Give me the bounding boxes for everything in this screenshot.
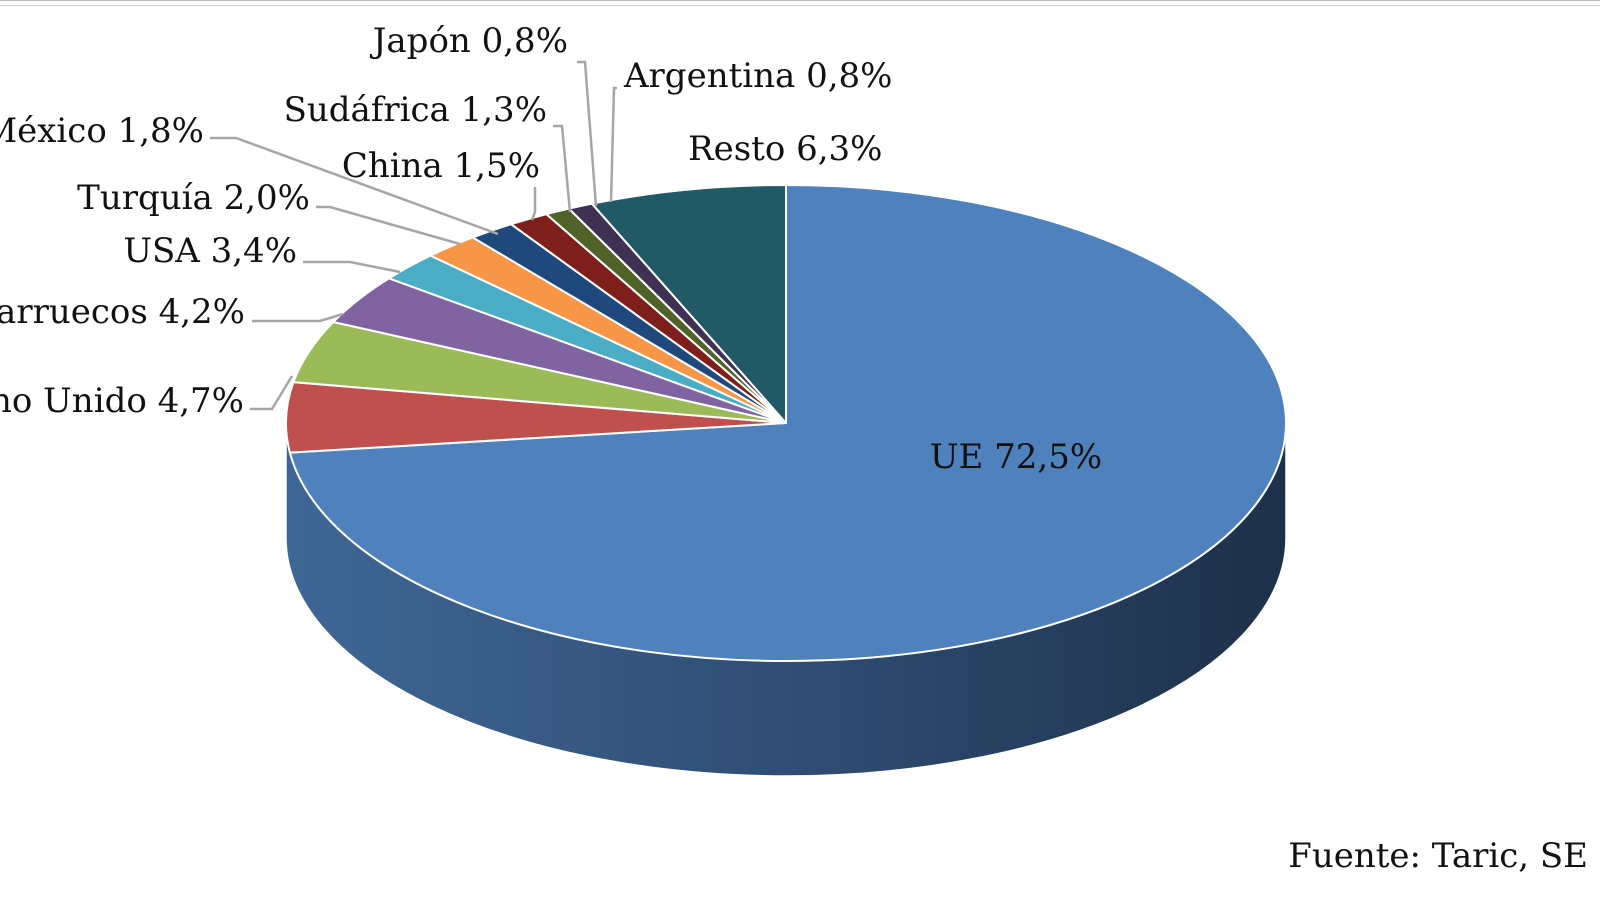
leader-line-argentina [609, 86, 617, 203]
leader-line-mexico [210, 136, 499, 236]
data-label-reino-unido: no Unido 4,7% [0, 381, 244, 421]
leader-line-japon [577, 60, 598, 207]
data-label-argentina: Argentina 0,8% [623, 56, 892, 96]
data-label-mexico: México 1,8% [0, 111, 204, 151]
data-label-japon: Japón 0,8% [370, 21, 568, 61]
data-label-sudafrica: Sudáfrica 1,3% [284, 90, 547, 130]
data-label-ue: UE 72,5% [930, 437, 1102, 477]
leader-lines-layer [210, 60, 617, 411]
leader-line-usa [303, 260, 401, 274]
pie-slice-resto [590, 184, 787, 424]
leader-line-turquia [316, 205, 461, 246]
data-label-china: China 1,5% [342, 146, 540, 186]
pie-slices-layer [285, 184, 1287, 662]
pie-slice-ue [288, 184, 1287, 662]
top-border [0, 0, 1600, 6]
data-label-marruecos: arruecos 4,2% [0, 292, 245, 332]
source-note: Fuente: Taric, SE [1288, 836, 1588, 876]
leader-line-marruecos [252, 312, 344, 323]
data-label-usa: USA 3,4% [123, 231, 297, 271]
leader-line-china [530, 187, 537, 221]
leader-line-reino-unido [250, 375, 294, 411]
data-label-resto: Resto 6,3% [688, 129, 883, 169]
leader-line-sudafrica [553, 124, 572, 213]
data-labels-layer: UE 72,5% no Unido 4,7% arruecos 4,2% USA 3,… [0, 21, 1102, 477]
data-label-turquia: Turquía 2,0% [77, 178, 310, 218]
